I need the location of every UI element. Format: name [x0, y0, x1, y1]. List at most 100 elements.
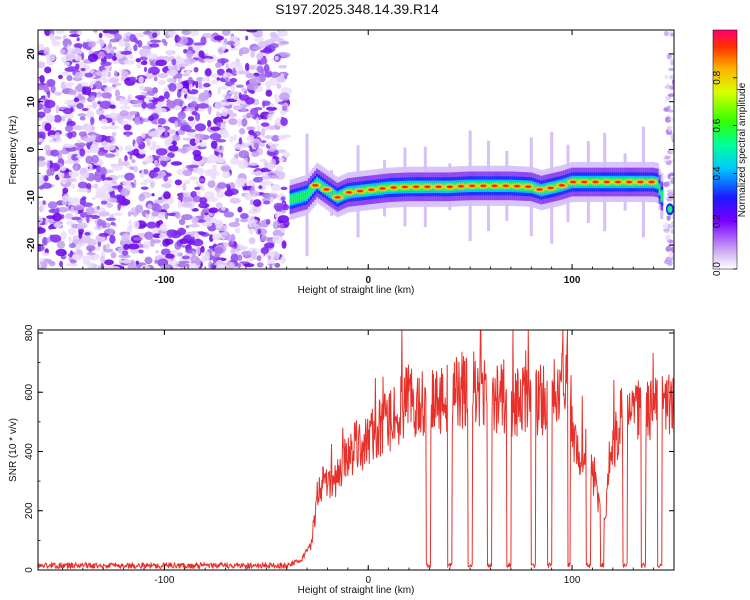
heat-noise-cell [256, 125, 261, 131]
heat-noise-cell [123, 102, 128, 107]
heat-noise-cell [46, 160, 51, 169]
heat-noise-cell [265, 80, 272, 89]
colorbar-gradient [712, 29, 738, 270]
heat-noise-cell [190, 190, 198, 198]
heat-noise-cell [41, 252, 50, 257]
heat-ridge-cell [293, 194, 297, 203]
heat-noise-cell [269, 263, 273, 269]
heat-noise-cell [160, 264, 172, 269]
heat-noise-cell [237, 206, 243, 213]
y-tick-label: 600 [24, 383, 35, 400]
heat-noise-cell [135, 260, 140, 265]
heat-noise-cell [149, 238, 155, 247]
heat-noise-cell [671, 79, 674, 86]
heat-noise-cell [166, 229, 174, 239]
heat-noise-cell [69, 197, 81, 205]
heat-noise-cell [146, 53, 158, 60]
heat-noise-cell [47, 89, 51, 99]
heat-noise-cell [235, 179, 244, 188]
heat-noise-cell [208, 207, 219, 214]
colorbar-label: Normalized spectral amplitude [737, 82, 748, 217]
heat-noise-cell [202, 221, 213, 227]
heat-noise-cell [157, 79, 167, 86]
heat-noise-cell [44, 30, 51, 37]
heat-noise-cell [138, 193, 146, 202]
heat-noise-cell [67, 131, 73, 139]
heat-noise-cell [38, 103, 44, 111]
heat-noise-cell [104, 177, 113, 181]
heat-noise-cell [150, 180, 155, 189]
heat-noise-cell [111, 121, 115, 126]
heat-noise-cell [664, 234, 671, 241]
heat-noise-cell [177, 111, 186, 120]
heat-noise-cell [65, 212, 73, 220]
heat-noise-cell [231, 233, 236, 243]
heat-noise-cell [245, 195, 251, 201]
heat-noise-cell [267, 113, 273, 121]
heat-noise-cell [136, 62, 142, 69]
heat-noise-cell [151, 193, 155, 197]
heat-noise-cell [82, 86, 92, 96]
heat-noise-cell [90, 95, 96, 102]
heat-noise-cell [195, 180, 200, 185]
heat-noise-cell [84, 232, 91, 236]
heat-noise-cell [121, 161, 130, 167]
heat-noise-cell [144, 157, 153, 164]
heat-noise-cell [246, 82, 259, 91]
heat-noise-cell [198, 178, 205, 182]
heat-noise-cell [86, 244, 96, 252]
heat-noise-cell [276, 83, 282, 89]
heat-noise-cell [259, 176, 264, 182]
heat-noise-cell [172, 98, 184, 106]
heat-noise-cell [161, 183, 172, 189]
heat-noise-cell [62, 38, 72, 48]
heat-noise-cell [151, 211, 159, 217]
heat-noise-cell [159, 243, 164, 248]
heat-noise-cell [75, 63, 80, 70]
heat-noise-cell [45, 217, 49, 227]
heat-noise-cell [79, 116, 86, 121]
heat-hot-cell [492, 184, 498, 187]
heat-noise-cell [221, 207, 226, 211]
heat-noise-cell [104, 259, 114, 266]
spectrogram-y-label: Frequency (Hz) [8, 116, 19, 185]
heat-noise-cell [115, 148, 119, 158]
heat-hot-cell [335, 196, 341, 199]
heat-noise-cell [210, 140, 218, 149]
heat-noise-cell [151, 98, 158, 105]
heat-noise-cell [211, 251, 216, 256]
heat-noise-cell [101, 183, 113, 190]
heat-noise-cell [102, 77, 109, 84]
heat-hot-cell [458, 185, 464, 188]
snr-series-line [38, 330, 674, 570]
heat-noise-cell [270, 183, 281, 192]
heat-noise-cell [62, 108, 73, 115]
snr-x-label: Height of straight line (km) [298, 585, 415, 596]
heat-noise-cell [84, 72, 94, 78]
heat-noise-cell [181, 244, 186, 248]
heat-noise-cell [253, 72, 260, 77]
heat-noise-cell [248, 237, 256, 245]
heat-noise-cell [265, 89, 273, 97]
heat-noise-cell [197, 103, 209, 109]
heat-noise-cell [155, 250, 159, 254]
heat-noise-cell [232, 39, 241, 47]
heat-noise-cell [73, 97, 80, 103]
heat-noise-cell [61, 115, 66, 122]
heat-noise-cell [280, 186, 288, 191]
heat-noise-cell [230, 61, 242, 70]
heat-noise-cell [158, 196, 163, 201]
heat-noise-cell [182, 169, 193, 177]
heat-noise-cell [153, 93, 158, 99]
heat-noise-cell [148, 171, 159, 178]
heat-noise-cell [119, 110, 129, 117]
heat-noise-cell [268, 174, 279, 179]
heat-noise-cell [182, 183, 187, 191]
heat-noise-cell [666, 105, 671, 110]
heat-noise-cell [260, 67, 265, 77]
heat-noise-cell [198, 219, 206, 223]
heat-noise-cell [219, 145, 223, 151]
heat-noise-cell [71, 183, 76, 189]
heat-noise-cell [66, 120, 76, 127]
